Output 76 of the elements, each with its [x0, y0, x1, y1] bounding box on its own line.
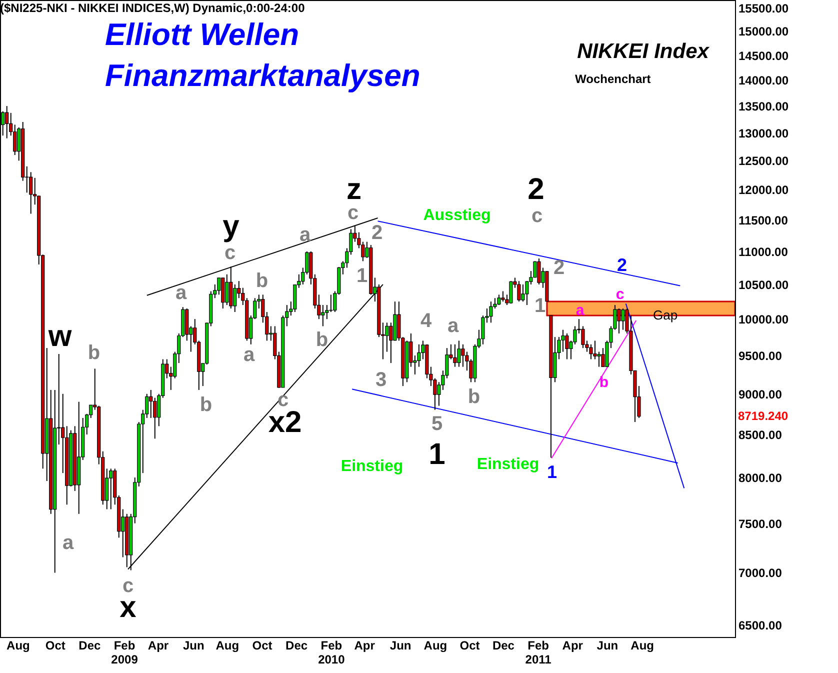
annotation: b	[468, 386, 480, 408]
annotation: 3	[375, 369, 387, 391]
text: Wochenchart	[575, 72, 651, 86]
x-tick-label: Feb 2009	[111, 638, 138, 666]
annotation: 1	[534, 295, 546, 317]
y-tick-label: 11000.00	[738, 244, 788, 259]
x-tick-label: Aug	[216, 638, 240, 652]
x-tick-label: Jun	[596, 638, 618, 652]
annotation: b	[88, 342, 100, 364]
annotation: 1	[428, 438, 446, 471]
annotation: a	[175, 282, 188, 304]
y-tick-label: 8000.00	[738, 470, 782, 485]
y-tick-label: 15500.00	[738, 1, 789, 16]
text: NIKKEI Index	[577, 40, 710, 63]
annotation: b	[200, 394, 212, 416]
x-tick-label: Dec	[492, 638, 515, 652]
annotation: b	[316, 329, 328, 351]
x-tick-label: Oct	[252, 638, 272, 652]
annotation: w	[47, 320, 72, 353]
band-label: Gap	[653, 308, 678, 323]
annotation: 2	[616, 255, 628, 275]
y-tick-label: 13500.00	[738, 100, 789, 114]
annotation: 1	[546, 462, 558, 482]
y-tick-label: 10500.00	[738, 278, 789, 292]
annotation: 2	[528, 173, 544, 206]
y-tick-label: 14000.00	[738, 74, 789, 88]
annotation: Einstieg	[340, 458, 404, 475]
x-tick-label: Feb 2011	[525, 638, 552, 666]
x-tick-label: Apr	[562, 638, 584, 652]
y-tick-label: 13000.00	[738, 126, 789, 140]
text: 8719.240	[738, 409, 788, 423]
x-tick-label: Apr	[354, 638, 376, 652]
x-tick-label: Oct	[45, 638, 66, 652]
x-tick-label: Dec	[286, 638, 308, 652]
x-tick-label: Jun	[183, 638, 204, 652]
annotation: c	[616, 286, 624, 303]
y-tick-label: 7500.00	[738, 516, 782, 531]
annotation: b	[256, 270, 268, 292]
y-tick-label: 9000.00	[738, 387, 782, 402]
x-tick-label: Aug	[6, 638, 30, 652]
x-tick-label: Aug	[424, 638, 448, 652]
annotation: ($NI225-NKI - NIKKEI INDICES,W) Dynamic,0:00-24:00	[0, 1, 306, 15]
y-tick-label: 12000.00	[738, 183, 789, 198]
y-tick-label: 11500.00	[738, 213, 788, 228]
y-tick-label: 8500.00	[738, 428, 782, 442]
y-tick-label: 7000.00	[738, 566, 782, 580]
annotation: c	[531, 205, 543, 227]
annotation: c	[224, 242, 236, 264]
annotation: Einstieg	[476, 456, 540, 473]
x-tick-label: Feb 2010	[318, 638, 346, 666]
annotation: b	[599, 374, 609, 391]
x-tick-label: Apr	[148, 638, 169, 652]
annotation: 2	[371, 222, 383, 244]
y-tick-label: 12500.00	[738, 154, 789, 168]
x-tick-label: Oct	[460, 638, 480, 652]
y-tick-label: 6500.00	[738, 618, 782, 632]
annotation: Ausstieg	[423, 207, 491, 224]
y-tick-label: 15000.00	[738, 24, 789, 39]
annotation: 4	[420, 310, 432, 332]
annotation: 2	[553, 257, 565, 279]
x-tick-label: Dec	[78, 638, 101, 652]
annotation: Finanzmarktanalysen	[105, 58, 420, 93]
annotation: a	[447, 315, 460, 337]
annotation: a	[299, 224, 312, 246]
x-tick-label: Aug	[630, 638, 654, 652]
y-tick-label: 14500.00	[738, 48, 789, 63]
annotation: y	[222, 210, 240, 243]
annotation: a	[243, 344, 256, 366]
y-tick-label: 9500.00	[738, 348, 782, 363]
annotation: a	[576, 302, 585, 319]
annotation: 5	[431, 413, 443, 435]
x-tick-label: Jun	[390, 638, 412, 652]
annotation: a	[62, 532, 74, 554]
annotation: Elliott Wellen	[105, 17, 300, 52]
annotation: 1	[356, 265, 368, 287]
y-tick-label: 10000.00	[738, 312, 789, 327]
